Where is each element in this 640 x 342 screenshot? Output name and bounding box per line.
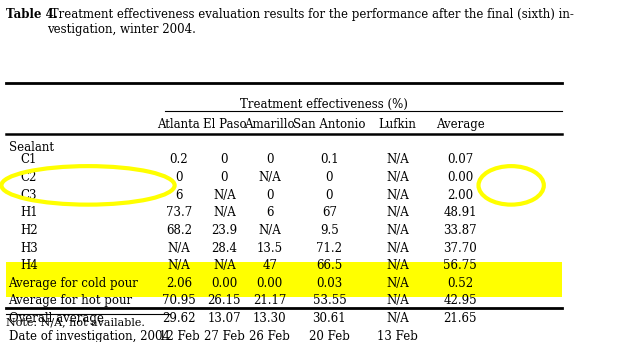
Text: N/A: N/A xyxy=(386,206,409,219)
Text: 29.62: 29.62 xyxy=(162,312,196,325)
Text: 0: 0 xyxy=(266,154,273,167)
Text: Lufkin: Lufkin xyxy=(379,118,417,131)
Text: 0.00: 0.00 xyxy=(211,277,237,290)
Text: 28.4: 28.4 xyxy=(211,241,237,254)
Text: 6: 6 xyxy=(175,189,182,202)
Text: 26 Feb: 26 Feb xyxy=(250,330,290,342)
Bar xyxy=(6,262,563,279)
Text: Average for cold pour: Average for cold pour xyxy=(8,277,138,290)
Text: Average: Average xyxy=(436,118,484,131)
Text: C1: C1 xyxy=(20,154,36,167)
Text: 71.2: 71.2 xyxy=(316,241,342,254)
Text: 0.2: 0.2 xyxy=(170,154,188,167)
Text: 0: 0 xyxy=(175,171,182,184)
Text: 21.65: 21.65 xyxy=(444,312,477,325)
Text: Note: N/A, not available.: Note: N/A, not available. xyxy=(6,317,145,327)
Text: 30.61: 30.61 xyxy=(312,312,346,325)
Text: 0.1: 0.1 xyxy=(320,154,339,167)
Text: H3: H3 xyxy=(20,241,38,254)
Text: 12 Feb: 12 Feb xyxy=(159,330,199,342)
Text: N/A: N/A xyxy=(213,259,236,272)
Text: 0.00: 0.00 xyxy=(257,277,283,290)
Text: 47: 47 xyxy=(262,259,277,272)
Text: Treatment effectiveness evaluation results for the performance after the final (: Treatment effectiveness evaluation resul… xyxy=(47,8,574,36)
Text: 73.7: 73.7 xyxy=(166,206,192,219)
Text: C2: C2 xyxy=(20,171,36,184)
Text: 66.5: 66.5 xyxy=(316,259,342,272)
Text: N/A: N/A xyxy=(259,224,281,237)
Text: H1: H1 xyxy=(20,206,38,219)
Text: 37.70: 37.70 xyxy=(443,241,477,254)
Text: 2.06: 2.06 xyxy=(166,277,192,290)
Text: H4: H4 xyxy=(20,259,38,272)
Text: 13 Feb: 13 Feb xyxy=(377,330,418,342)
Text: Table 4.: Table 4. xyxy=(6,8,58,21)
Text: 2.00: 2.00 xyxy=(447,189,473,202)
Text: 0: 0 xyxy=(326,189,333,202)
Text: 53.55: 53.55 xyxy=(312,294,346,307)
Text: Treatment effectiveness (%): Treatment effectiveness (%) xyxy=(240,98,408,111)
Text: N/A: N/A xyxy=(386,277,409,290)
Text: 70.95: 70.95 xyxy=(162,294,196,307)
Text: 0: 0 xyxy=(221,154,228,167)
Text: 0.07: 0.07 xyxy=(447,154,473,167)
Text: 0.52: 0.52 xyxy=(447,277,473,290)
Text: 33.87: 33.87 xyxy=(444,224,477,237)
Text: 20 Feb: 20 Feb xyxy=(309,330,350,342)
Text: N/A: N/A xyxy=(386,171,409,184)
Text: N/A: N/A xyxy=(386,241,409,254)
Text: 0: 0 xyxy=(326,171,333,184)
Text: N/A: N/A xyxy=(386,259,409,272)
Text: El Paso: El Paso xyxy=(202,118,246,131)
Text: Atlanta: Atlanta xyxy=(157,118,200,131)
Text: C3: C3 xyxy=(20,189,36,202)
Text: N/A: N/A xyxy=(259,171,281,184)
Text: 0.03: 0.03 xyxy=(316,277,342,290)
Text: 67: 67 xyxy=(322,206,337,219)
Text: N/A: N/A xyxy=(213,189,236,202)
Text: 26.15: 26.15 xyxy=(207,294,241,307)
Text: 0: 0 xyxy=(266,189,273,202)
Bar xyxy=(6,279,563,297)
Text: 13.30: 13.30 xyxy=(253,312,287,325)
Text: 42.95: 42.95 xyxy=(444,294,477,307)
Text: Amarillo: Amarillo xyxy=(244,118,295,131)
Text: 0.00: 0.00 xyxy=(447,171,473,184)
Text: 68.2: 68.2 xyxy=(166,224,192,237)
Text: Overall average: Overall average xyxy=(8,312,104,325)
Text: N/A: N/A xyxy=(213,206,236,219)
Text: N/A: N/A xyxy=(168,241,190,254)
Text: San Antonio: San Antonio xyxy=(293,118,365,131)
Text: N/A: N/A xyxy=(386,154,409,167)
Text: N/A: N/A xyxy=(386,294,409,307)
Text: 6: 6 xyxy=(266,206,273,219)
Text: 56.75: 56.75 xyxy=(443,259,477,272)
Text: N/A: N/A xyxy=(386,312,409,325)
Text: N/A: N/A xyxy=(386,224,409,237)
Text: Sealant: Sealant xyxy=(8,141,54,154)
Text: 23.9: 23.9 xyxy=(211,224,237,237)
Text: 48.91: 48.91 xyxy=(444,206,477,219)
Text: N/A: N/A xyxy=(168,259,190,272)
Text: 13.5: 13.5 xyxy=(257,241,283,254)
Text: H2: H2 xyxy=(20,224,38,237)
Text: 9.5: 9.5 xyxy=(320,224,339,237)
Text: 13.07: 13.07 xyxy=(207,312,241,325)
Text: Date of investigation, 2004: Date of investigation, 2004 xyxy=(8,330,170,342)
Text: 27 Feb: 27 Feb xyxy=(204,330,244,342)
Text: Average for hot pour: Average for hot pour xyxy=(8,294,132,307)
Text: 21.17: 21.17 xyxy=(253,294,287,307)
Text: N/A: N/A xyxy=(386,189,409,202)
Text: 0: 0 xyxy=(221,171,228,184)
